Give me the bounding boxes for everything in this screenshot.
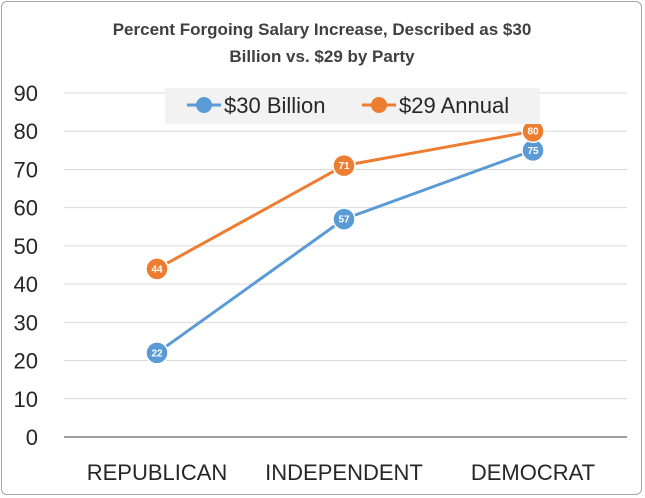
y-tick-label: 20: [14, 349, 38, 374]
x-axis-ticks: REPUBLICAN INDEPENDENT DEMOCRAT: [87, 460, 595, 485]
y-tick-label: 0: [26, 425, 38, 450]
legend-background: [165, 88, 540, 124]
y-tick-label: 90: [14, 81, 38, 106]
data-label: 71: [338, 161, 350, 172]
y-tick-label: 40: [14, 272, 38, 297]
chart-title-line-2: Billion vs. $29 by Party: [229, 47, 415, 66]
legend-label-29-annual: $29 Annual: [399, 93, 509, 118]
legend-label-30-billion: $30 Billion: [224, 93, 326, 118]
legend-item-30-billion: $30 Billion: [187, 93, 326, 118]
data-label: 22: [151, 348, 163, 359]
y-tick-label: 60: [14, 196, 38, 221]
legend-marker-30-billion: [196, 97, 212, 113]
data-label: 75: [527, 146, 539, 157]
legend-item-29-annual: $29 Annual: [362, 93, 509, 118]
y-tick-label: 70: [14, 157, 38, 182]
y-tick-label: 50: [14, 234, 38, 259]
x-tick-label: REPUBLICAN: [87, 460, 228, 485]
legend-marker-29-annual: [371, 97, 387, 113]
data-label: 57: [338, 215, 350, 226]
x-tick-label: DEMOCRAT: [471, 460, 595, 485]
y-axis-ticks: 0 10 20 30 40 50 60 70 80 90: [14, 81, 38, 450]
data-point: [332, 153, 356, 178]
data-label: 80: [527, 127, 539, 138]
data-point: [145, 341, 169, 365]
legend: $30 Billion $29 Annual: [165, 88, 540, 124]
y-tick-label: 10: [14, 387, 38, 412]
data-label: 44: [151, 264, 163, 275]
series-group: 22 57 75 44 71 80: [145, 119, 545, 365]
series-1: 44 71 80: [145, 119, 545, 281]
series-line: [156, 129, 534, 271]
y-tick-label: 30: [14, 310, 38, 335]
x-tick-label: INDEPENDENT: [265, 460, 423, 485]
data-point: [332, 207, 356, 231]
data-point: [145, 257, 169, 281]
chart-title-line-1: Percent Forgoing Salary Increase, Descri…: [113, 20, 532, 39]
y-tick-label: 80: [14, 119, 38, 144]
